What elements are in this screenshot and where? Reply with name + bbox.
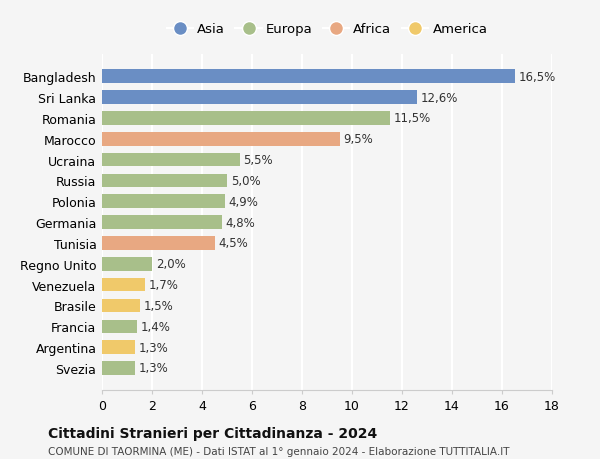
- Text: 1,3%: 1,3%: [138, 341, 168, 354]
- Bar: [102, 153, 239, 167]
- Text: 4,9%: 4,9%: [228, 196, 258, 208]
- Bar: [102, 341, 134, 354]
- Bar: [102, 133, 340, 146]
- Bar: [102, 361, 134, 375]
- Bar: [102, 299, 139, 313]
- Text: 1,4%: 1,4%: [141, 320, 170, 333]
- Bar: [102, 70, 515, 84]
- Text: 1,7%: 1,7%: [148, 279, 178, 291]
- Bar: [102, 195, 224, 208]
- Text: 5,0%: 5,0%: [231, 174, 260, 188]
- Legend: Asia, Europa, Africa, America: Asia, Europa, Africa, America: [161, 18, 493, 42]
- Bar: [102, 91, 417, 105]
- Text: 4,5%: 4,5%: [218, 237, 248, 250]
- Text: COMUNE DI TAORMINA (ME) - Dati ISTAT al 1° gennaio 2024 - Elaborazione TUTTITALI: COMUNE DI TAORMINA (ME) - Dati ISTAT al …: [48, 446, 509, 456]
- Text: 4,8%: 4,8%: [226, 216, 256, 229]
- Bar: [102, 112, 389, 125]
- Text: 16,5%: 16,5%: [518, 71, 556, 84]
- Bar: [102, 237, 215, 250]
- Bar: [102, 320, 137, 333]
- Bar: [102, 278, 145, 292]
- Bar: [102, 216, 222, 230]
- Bar: [102, 257, 152, 271]
- Text: 1,3%: 1,3%: [138, 362, 168, 375]
- Text: 5,5%: 5,5%: [243, 154, 273, 167]
- Text: 2,0%: 2,0%: [156, 257, 185, 271]
- Text: 11,5%: 11,5%: [393, 112, 431, 125]
- Bar: [102, 174, 227, 188]
- Text: 12,6%: 12,6%: [421, 91, 458, 104]
- Text: 1,5%: 1,5%: [143, 299, 173, 312]
- Text: 9,5%: 9,5%: [343, 133, 373, 146]
- Text: Cittadini Stranieri per Cittadinanza - 2024: Cittadini Stranieri per Cittadinanza - 2…: [48, 426, 377, 440]
